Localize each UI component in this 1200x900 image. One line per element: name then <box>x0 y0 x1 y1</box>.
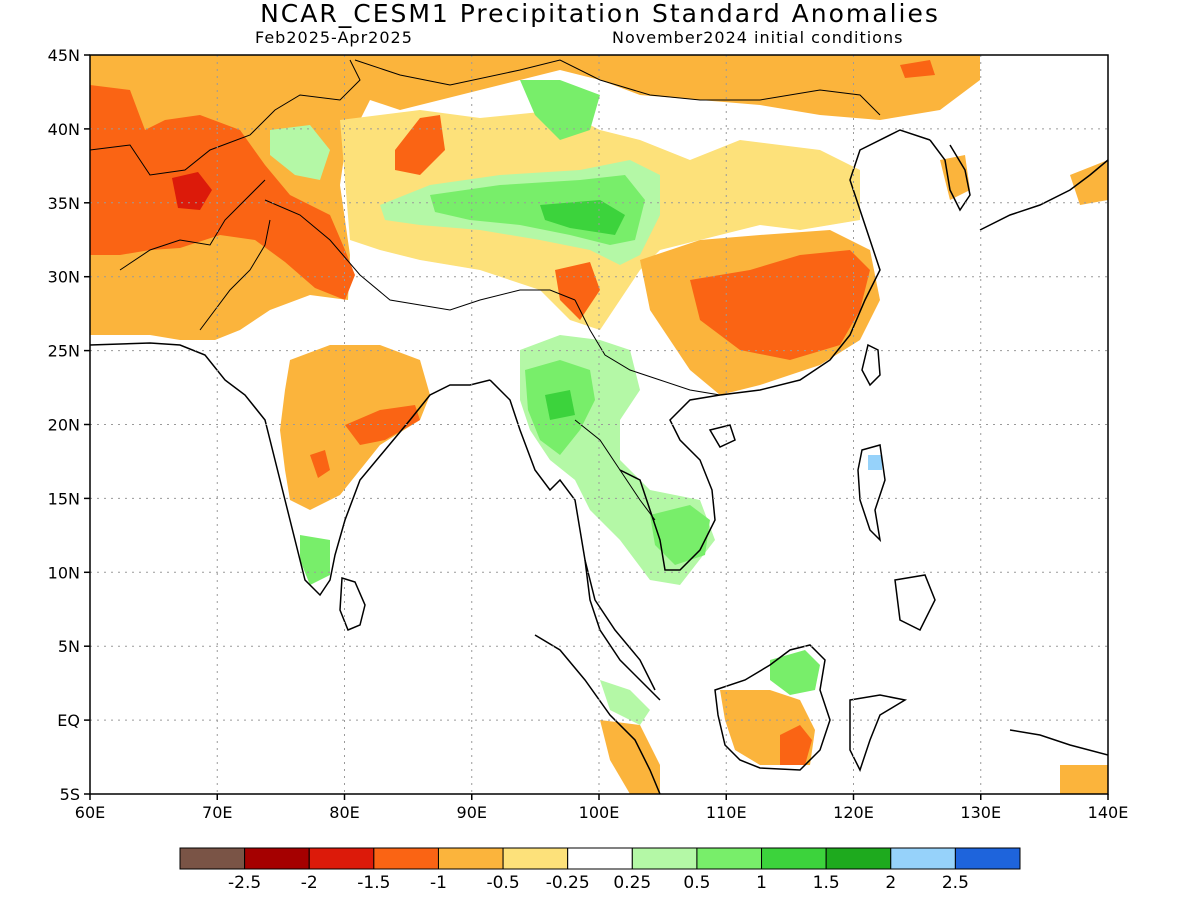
anomaly-region-luzon-blue <box>868 455 882 470</box>
colorbar-swatch <box>437 847 504 870</box>
lat-tick-label: 40N <box>48 120 80 139</box>
anomaly-region-cambodia-positive <box>650 505 710 565</box>
colorbar-swatch <box>761 847 827 870</box>
colorbar-label: 0.5 <box>683 873 710 893</box>
anomaly-shading <box>90 55 1108 794</box>
coastline-india <box>90 342 491 597</box>
colorbar-swatch <box>890 847 956 870</box>
colorbar: -2.5 -2 -1.5 -1 -0.5 -0.25 0.25 0.5 1 1.5 2 2.5 <box>179 847 1021 893</box>
lon-tick-label: 120E <box>833 803 874 822</box>
coastline-china <box>719 129 931 396</box>
lat-tick-label: 15N <box>48 489 80 508</box>
colorbar-label: 2.5 <box>942 873 969 893</box>
anomaly-region-korea-negative <box>940 155 970 200</box>
lon-tick-label: 140E <box>1088 803 1129 822</box>
lon-tick-label: 70E <box>202 803 232 822</box>
anomaly-region-north-green <box>520 80 600 140</box>
anomaly-region-sumatra-positive <box>600 680 650 725</box>
colorbar-label: 1.5 <box>813 873 840 893</box>
colorbar-swatch <box>308 847 375 870</box>
colorbar-label: 2 <box>885 873 896 893</box>
anomaly-region-west-asia-strong <box>90 85 355 300</box>
coastline-hainan <box>708 424 736 448</box>
anomaly-region-mongolia-negative <box>360 55 980 120</box>
coastline-sri-lanka <box>339 577 366 631</box>
lat-tick-label: 20N <box>48 416 80 435</box>
colorbar-swatch <box>567 847 633 870</box>
coastline-taiwan <box>861 343 881 387</box>
anomaly-region-west-asia-core <box>172 172 212 210</box>
coastline-borneo <box>714 644 831 771</box>
colorbar-swatch <box>502 847 569 870</box>
anomaly-region-tibet-core <box>540 200 625 235</box>
colorbar-swatch <box>631 847 698 870</box>
border-thailand <box>574 419 656 521</box>
anomaly-region-xinjiang-strong <box>395 115 445 175</box>
lat-tick-label: 10N <box>48 563 80 582</box>
anomaly-region-png-negative <box>1060 765 1108 794</box>
coastline-korea <box>929 139 971 212</box>
anomaly-region-borneo-positive <box>770 650 820 695</box>
anomaly-region-north-green-2 <box>270 125 330 180</box>
colorbar-swatch <box>696 847 763 870</box>
coastline-vietnam <box>619 394 721 571</box>
border-china-mongolia <box>354 59 881 116</box>
lat-tick-label: 30N <box>48 268 80 287</box>
colorbar-swatch <box>373 847 439 870</box>
coastline-mindanao <box>894 574 936 632</box>
lat-tick-label: EQ <box>57 711 80 730</box>
colorbar-label: -2.5 <box>228 873 261 893</box>
initial-conditions: November2024 initial conditions <box>612 28 904 47</box>
coastline-new-guinea <box>1009 729 1108 756</box>
lat-tick-label: 5N <box>58 637 80 656</box>
lon-tick-label: 130E <box>960 803 1001 822</box>
lat-tick-label: 5S <box>60 785 80 804</box>
lon-tick-label: 90E <box>457 803 487 822</box>
coastline-sumatra <box>534 634 661 794</box>
coastline-luzon <box>857 444 886 543</box>
colorbar-label: -2 <box>301 873 318 893</box>
border-west-asia <box>90 59 361 176</box>
colorbar-label: 0.25 <box>613 873 651 893</box>
border-afghanistan <box>119 179 266 271</box>
lat-tick-label: 45N <box>48 46 80 65</box>
colorbar-swatch <box>244 847 310 870</box>
gridlines <box>90 55 1108 794</box>
colorbar-swatch <box>954 847 1021 870</box>
lon-tick-label: 80E <box>329 803 359 822</box>
anomaly-region-japan-negative <box>1070 160 1108 205</box>
anomaly-region-india-strong-2 <box>310 450 330 478</box>
border-pakistan-india <box>199 219 271 331</box>
colorbar-label: -0.25 <box>546 873 590 893</box>
coastline-malay-peninsula <box>584 559 656 691</box>
colorbar-label: -1 <box>430 873 447 893</box>
coastline-indochina <box>489 379 661 701</box>
border-china-southeast-asia <box>574 299 721 396</box>
coastline-japan <box>979 159 1108 231</box>
anomaly-region-south-china-strong <box>690 250 870 360</box>
colorbar-label: -0.5 <box>486 873 519 893</box>
colorbar-label: 1 <box>756 873 767 893</box>
country-borders <box>90 59 881 521</box>
lat-tick-label: 25N <box>48 342 80 361</box>
colorbar-swatch <box>179 847 246 870</box>
coastline-sulawesi <box>849 694 908 772</box>
anomaly-region-borneo-strong <box>780 725 812 765</box>
border-himalaya <box>264 199 576 311</box>
colorbar-swatch <box>825 847 892 870</box>
lon-tick-label: 60E <box>75 803 105 822</box>
lon-tick-label: 100E <box>579 803 620 822</box>
anomaly-region-northeast-strong <box>900 60 935 78</box>
colorbar-label: -1.5 <box>357 873 390 893</box>
anomaly-region-sumatra-negative <box>600 720 660 794</box>
map-title: NCAR_CESM1 Precipitation Standard Anomal… <box>260 0 940 28</box>
lon-tick-label: 110E <box>706 803 747 822</box>
anomaly-region-india-strong <box>345 405 420 445</box>
forecast-period: Feb2025-Apr2025 <box>255 28 413 47</box>
coastlines <box>90 129 1108 794</box>
lat-tick-label: 35N <box>48 194 80 213</box>
anomaly-region-myanmar-core <box>545 390 575 420</box>
